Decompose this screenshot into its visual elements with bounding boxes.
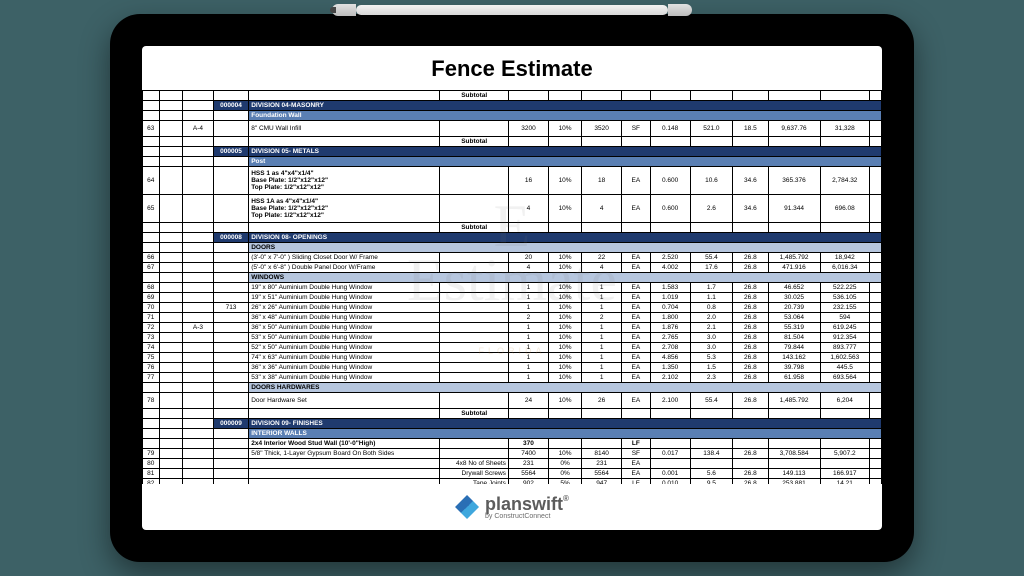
table-row: 64 HSS 1 as 4"x4"x1/4" Base Plate: 1/2"x…: [143, 167, 882, 195]
section-header: DOORS HARDWARES: [143, 383, 882, 393]
estimate-table: Subtotal 000004 DIVISION 04-MASONRY Foun…: [142, 90, 882, 484]
table-row: 2x4 Interior Wood Stud Wall (10'-0"High)…: [143, 439, 882, 449]
table-row: 7753" x 38" Auminium Double Hung Window1…: [143, 373, 882, 383]
table-row: 804x8 No of Sheets2310%231EA: [143, 459, 882, 469]
table-row: 67 (5'-0" x 6'-8" ) Double Panel Door W/…: [143, 263, 882, 273]
subtotal-row: Subtotal: [143, 91, 882, 101]
section-header: INTERIOR WALLS: [143, 429, 882, 439]
logo-subtext: by ConstructConnect: [485, 513, 569, 520]
subtotal-row: Subtotal: [143, 137, 882, 147]
section-header: WINDOWS: [143, 273, 882, 283]
section-header: Foundation Wall: [143, 111, 882, 121]
table-row: 72A-336" x 50" Auminium Double Hung Wind…: [143, 323, 882, 333]
tablet-screen: Fence Estimate E Estimate FLORIDA: [142, 46, 882, 530]
table-row: 66 (3'-0" x 7'-0" ) Sliding Closet Door …: [143, 253, 882, 263]
division-header: 000005 DIVISION 05- METALS: [143, 147, 882, 157]
section-header: DOORS: [143, 243, 882, 253]
stylus-pencil: [332, 4, 692, 16]
table-row: 7071326" x 26" Auminium Double Hung Wind…: [143, 303, 882, 313]
table-row: 795/8" Thick, 1-Layer Gypsum Board On Bo…: [143, 449, 882, 459]
planswift-logo: planswift® by ConstructConnect: [142, 495, 882, 525]
page-title: Fence Estimate: [142, 46, 882, 88]
table-row: 63A-4 8" CMU Wall Infill 320010%3520SF 0…: [143, 121, 882, 137]
logo-text: planswift: [485, 494, 563, 514]
subtotal-row: Subtotal: [143, 409, 882, 419]
table-row: 81Drywall Screws55640%5564EA0.0015.626.8…: [143, 469, 882, 479]
planswift-icon: [455, 495, 479, 519]
table-row: 6919" x 51" Auminium Double Hung Window1…: [143, 293, 882, 303]
table-row: 7353" x 50" Auminium Double Hung Window1…: [143, 333, 882, 343]
table-row: 7574" x 63" Auminium Double Hung Window1…: [143, 353, 882, 363]
table-row: 65 HSS 1A as 4"x4"x1/4" Base Plate: 1/2"…: [143, 195, 882, 223]
table-row: 78Door Hardware Set2410%26EA2.10055.426.…: [143, 393, 882, 409]
division-header: 000004 DIVISION 04-MASONRY: [143, 101, 882, 111]
table-row: 7452" x 50" Auminium Double Hung Window1…: [143, 343, 882, 353]
table-row: 7636" x 36" Auminium Double Hung Window1…: [143, 363, 882, 373]
spreadsheet: Subtotal 000004 DIVISION 04-MASONRY Foun…: [142, 90, 882, 484]
section-header: Post: [143, 157, 882, 167]
table-row: 82Tape Joints9025%947LF0.0109.526.8253.8…: [143, 479, 882, 485]
division-header: 000009 DIVISION 09- FINISHES: [143, 419, 882, 429]
tablet-frame: Fence Estimate E Estimate FLORIDA: [110, 14, 914, 562]
table-row: 6819" x 80" Auminium Double Hung Window1…: [143, 283, 882, 293]
subtotal-row: Subtotal: [143, 223, 882, 233]
table-row: 7136" x 48" Auminium Double Hung Window2…: [143, 313, 882, 323]
division-header: 000008 DIVISION 08- OPENINGS: [143, 233, 882, 243]
